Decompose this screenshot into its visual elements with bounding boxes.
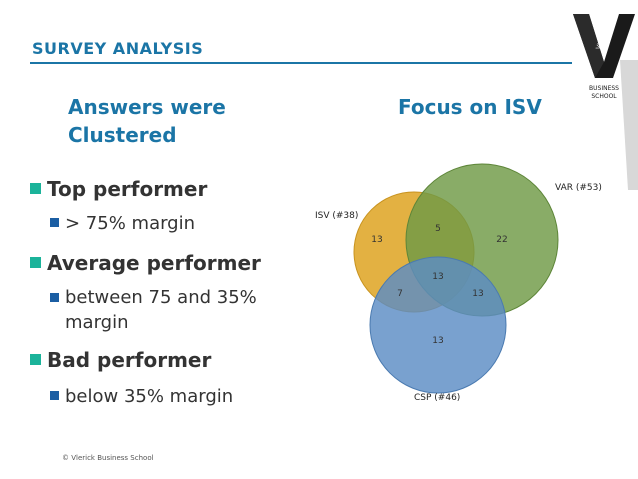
bullet-square-icon xyxy=(30,354,41,365)
bullet-square-icon xyxy=(50,293,59,302)
bullet-square-icon xyxy=(50,391,59,400)
bullet-square-icon xyxy=(50,218,59,227)
svg-text:SCHOOL: SCHOOL xyxy=(591,93,617,100)
sub-bullet-top: > 75% margin xyxy=(50,211,310,236)
vlerick-logo: VLERICK BUSINESS SCHOOL xyxy=(573,14,635,100)
region-all-three: 13 xyxy=(432,272,443,282)
sub-bullet-bad: below 35% margin xyxy=(50,384,310,409)
set-label-var: VAR (#53) xyxy=(555,183,602,193)
svg-text:BUSINESS: BUSINESS xyxy=(589,85,619,92)
region-csp-only: 13 xyxy=(432,336,443,346)
right-heading: Focus on ISV xyxy=(398,95,542,119)
bullet-square-icon xyxy=(30,257,41,268)
set-label-isv: ISV (#38) xyxy=(315,211,358,221)
bullet-top-performer: Top performer xyxy=(30,177,207,201)
set-label-csp: CSP (#46) xyxy=(414,393,460,403)
venn-circle-csp xyxy=(369,256,507,394)
region-isv-only: 13 xyxy=(371,235,382,245)
bullet-bad-performer: Bad performer xyxy=(30,348,211,372)
region-var-only: 22 xyxy=(496,235,507,245)
bullet-square-icon xyxy=(30,183,41,194)
decorative-strip xyxy=(620,60,638,190)
sub-bullet-average: between 75 and 35% margin xyxy=(50,285,300,335)
bullet-average-performer: Average performer xyxy=(30,251,261,275)
left-heading: Answers were Clustered xyxy=(68,95,226,147)
region-isv-csp: 7 xyxy=(397,289,403,299)
footer-copyright: © Vlerick Business School xyxy=(62,454,154,462)
region-isv-var: 5 xyxy=(435,224,441,234)
region-var-csp: 13 xyxy=(472,289,483,299)
slide-title: SURVEY ANALYSIS xyxy=(32,39,204,58)
title-divider xyxy=(30,62,572,64)
